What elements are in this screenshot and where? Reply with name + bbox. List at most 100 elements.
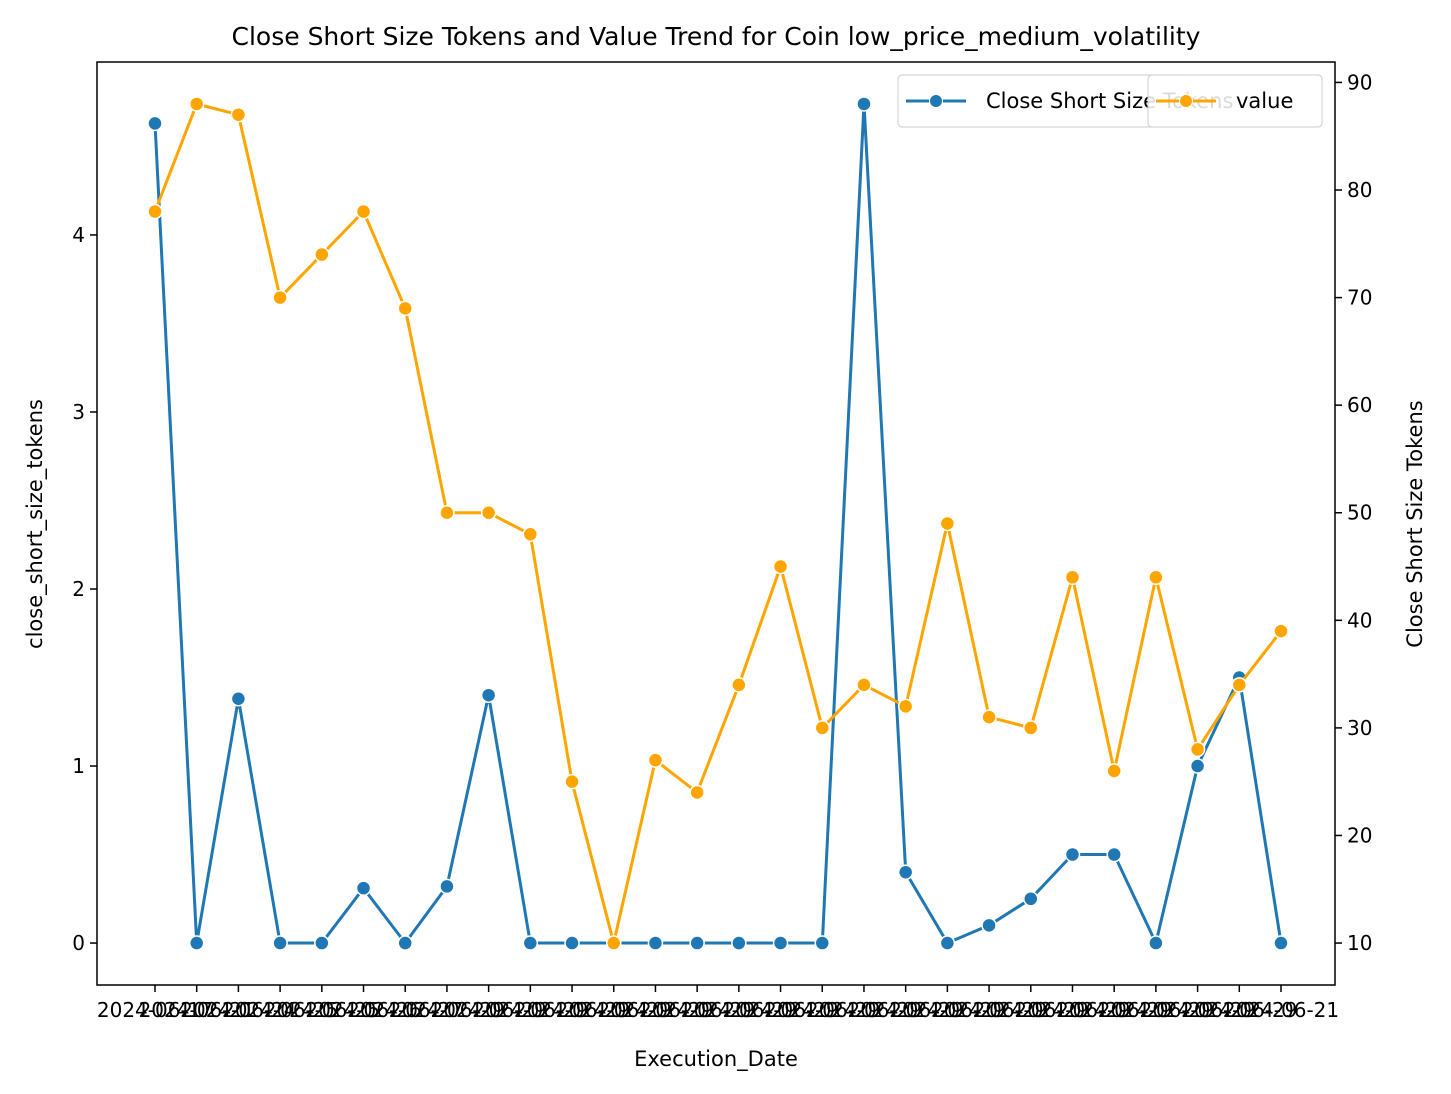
data-point-value bbox=[772, 558, 789, 575]
data-point-close-short-size-tokens bbox=[397, 935, 413, 951]
data-point-close-short-size-tokens bbox=[147, 115, 163, 132]
series-line-value bbox=[153, 102, 1283, 945]
x-tick-label: 2024-06-29 bbox=[1098, 998, 1214, 1022]
x-tick-label: 2024-06-27 bbox=[347, 998, 463, 1022]
legend-marker-close-short bbox=[929, 94, 943, 108]
x-tick-label: 2024-06-29 bbox=[431, 998, 547, 1022]
y-axis-left-title: close_short_size_tokens bbox=[23, 399, 48, 649]
data-point-close-short-size-tokens bbox=[1023, 891, 1039, 907]
x-tick-label: 2024-06-21 bbox=[1223, 998, 1339, 1022]
legend-marker-value bbox=[1179, 94, 1193, 108]
data-point-close-short-size-tokens bbox=[814, 935, 831, 951]
x-tick-label: 2024-06-29 bbox=[681, 998, 797, 1022]
data-point-close-short-size-tokens bbox=[522, 935, 539, 951]
data-point-value bbox=[355, 203, 372, 220]
data-point-value bbox=[981, 709, 997, 725]
x-tick-label: 2024-06-29 bbox=[1014, 998, 1130, 1022]
x-tick-label: 2024-06-29 bbox=[472, 998, 588, 1022]
x-tick-label: 2024-06-29 bbox=[931, 998, 1047, 1022]
plot-area bbox=[96, 61, 1336, 986]
x-tick-label: 2024-06-29 bbox=[764, 998, 880, 1022]
x-tick-label: 2024-06-29 bbox=[514, 998, 630, 1022]
y-right-tick-label: 10 bbox=[1347, 931, 1372, 955]
data-point-value bbox=[188, 96, 205, 112]
data-point-close-short-size-tokens bbox=[772, 935, 789, 951]
data-point-value bbox=[897, 698, 914, 715]
data-point-close-short-size-tokens bbox=[731, 935, 747, 951]
x-tick-label: 2024-06-29 bbox=[556, 998, 672, 1022]
x-tick-label: 2024-06-29 bbox=[806, 998, 922, 1022]
series-layer bbox=[147, 96, 1289, 951]
y-left-tick-label: 3 bbox=[72, 400, 85, 424]
x-tick-label: 2024-06-29 bbox=[639, 998, 755, 1022]
y-right-tick-label: 60 bbox=[1347, 393, 1372, 417]
data-point-value bbox=[480, 504, 497, 521]
y-right-tick-label: 70 bbox=[1347, 286, 1372, 310]
x-tick-label: 2024-06-29 bbox=[1056, 998, 1172, 1022]
data-point-close-short-size-tokens bbox=[689, 935, 705, 951]
x-tick-label: 2024-06-24 bbox=[180, 998, 296, 1022]
x-tick-label: 2024-06-29 bbox=[973, 998, 1089, 1022]
data-point-value bbox=[814, 720, 831, 736]
data-point-value bbox=[1148, 569, 1164, 586]
data-point-value bbox=[1273, 623, 1289, 639]
data-point-value bbox=[939, 515, 956, 532]
data-point-close-short-size-tokens bbox=[1064, 846, 1081, 863]
chart-title: Close Short Size Tokens and Value Trend … bbox=[232, 22, 1201, 51]
data-point-close-short-size-tokens bbox=[314, 935, 330, 951]
y-right-tick-label: 90 bbox=[1347, 70, 1372, 94]
x-tick-label: 2024-06-17 bbox=[97, 998, 213, 1022]
data-point-value bbox=[1231, 677, 1248, 693]
data-point-close-short-size-tokens bbox=[355, 880, 372, 896]
data-point-close-short-size-tokens bbox=[856, 96, 872, 112]
axis-ticks: 012341020304050607080902024-06-172024-06… bbox=[72, 70, 1372, 1022]
x-tick-label: 2024-06-29 bbox=[389, 998, 505, 1022]
data-point-close-short-size-tokens bbox=[981, 917, 997, 934]
x-tick-label: 2024-06-25 bbox=[264, 998, 380, 1022]
data-point-close-short-size-tokens bbox=[1189, 758, 1206, 774]
x-tick-label: 2024-06-29 bbox=[1139, 998, 1255, 1022]
data-point-close-short-size-tokens bbox=[480, 687, 497, 703]
data-point-close-short-size-tokens bbox=[939, 935, 956, 951]
y-left-tick-label: 2 bbox=[72, 577, 85, 601]
x-tick-label: 2024-06-26 bbox=[305, 998, 421, 1022]
data-point-value bbox=[397, 300, 413, 317]
data-point-close-short-size-tokens bbox=[1106, 846, 1122, 863]
data-point-value bbox=[522, 526, 539, 543]
x-axis-title: Execution_Date bbox=[634, 1047, 798, 1072]
data-point-value bbox=[647, 752, 664, 768]
y-left-tick-label: 1 bbox=[72, 754, 85, 778]
data-point-value bbox=[1106, 763, 1122, 779]
data-point-value bbox=[1189, 741, 1206, 758]
data-point-close-short-size-tokens bbox=[272, 935, 288, 951]
data-point-value bbox=[564, 773, 580, 790]
data-point-value bbox=[1023, 720, 1039, 736]
data-point-value bbox=[731, 677, 747, 693]
data-point-value bbox=[689, 784, 705, 801]
x-tick-label: 2024-06-29 bbox=[848, 998, 964, 1022]
x-tick-label: 2024-06-21 bbox=[139, 998, 255, 1022]
data-point-close-short-size-tokens bbox=[1148, 935, 1164, 951]
data-point-close-short-size-tokens bbox=[1273, 935, 1289, 951]
data-point-value bbox=[1064, 569, 1081, 586]
legend-box-value bbox=[1147, 74, 1323, 128]
x-tick-label: 2024-06-29 bbox=[889, 998, 1005, 1022]
data-point-value bbox=[314, 246, 330, 263]
y-left-tick-label: 0 bbox=[72, 931, 85, 955]
x-tick-label: 2024-06-29 bbox=[597, 998, 713, 1022]
data-point-value bbox=[147, 203, 163, 220]
legend-value: value bbox=[1147, 74, 1323, 128]
data-point-close-short-size-tokens bbox=[188, 935, 205, 951]
y-right-tick-label: 50 bbox=[1347, 501, 1372, 525]
y-right-tick-label: 30 bbox=[1347, 716, 1372, 740]
data-point-value bbox=[605, 935, 622, 951]
y-left-tick-label: 4 bbox=[72, 223, 85, 247]
x-tick-label: 2024-06-25 bbox=[222, 998, 338, 1022]
data-point-close-short-size-tokens bbox=[647, 935, 664, 951]
data-point-close-short-size-tokens bbox=[897, 864, 914, 880]
series-line-close-short-size-tokens bbox=[153, 102, 1283, 945]
y-axis-right-title: Close Short Size Tokens bbox=[1403, 400, 1427, 647]
x-tick-label: 2024-06-29 bbox=[1181, 998, 1297, 1022]
data-point-value bbox=[272, 289, 288, 306]
